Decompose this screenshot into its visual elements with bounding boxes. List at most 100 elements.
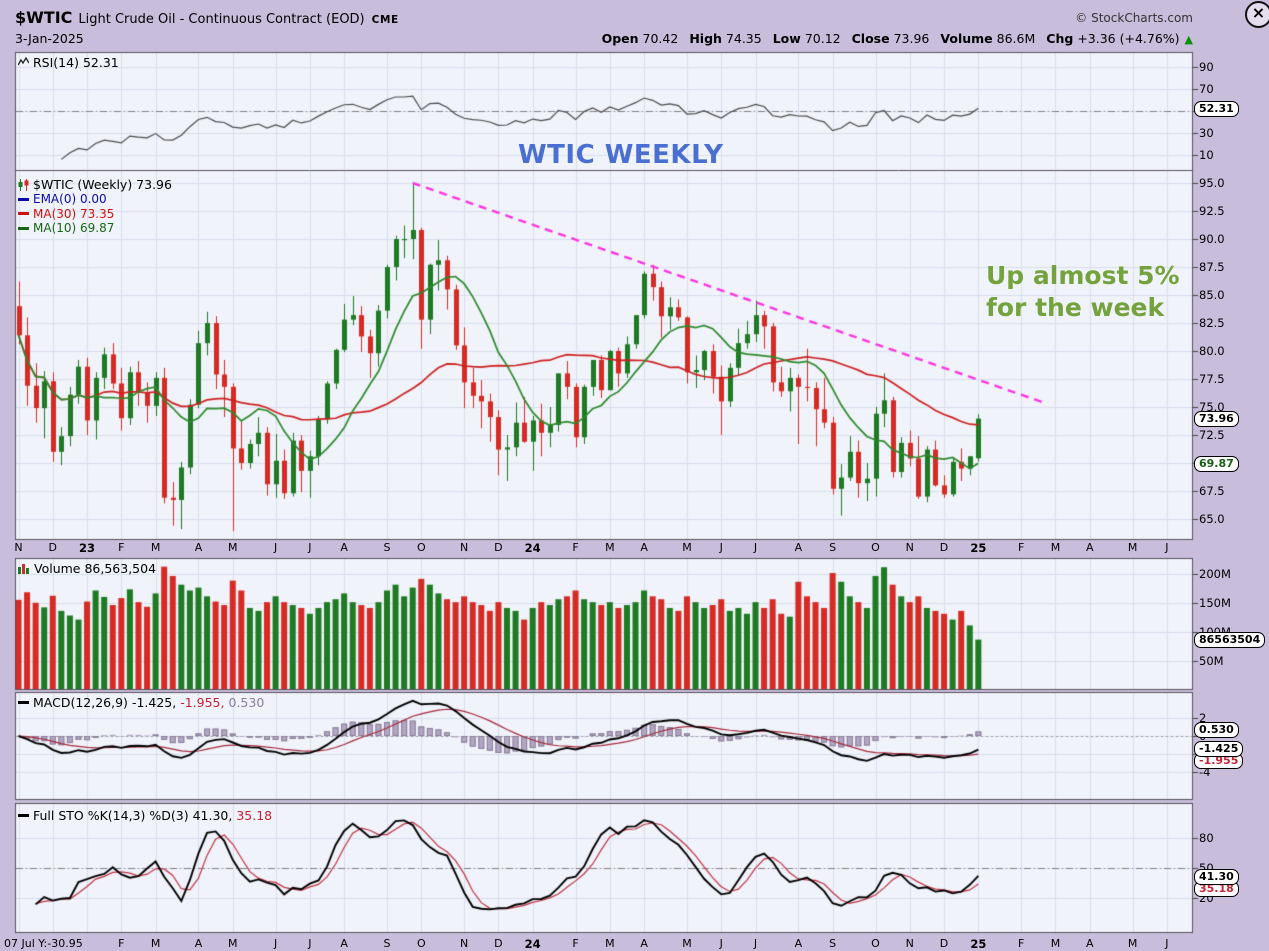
axis-tick-label: 80.0 — [1199, 344, 1225, 358]
ohlc-quote-row: Open 70.42 High 74.35 Low 70.12 Close 73.96 Volu… — [591, 31, 1193, 46]
price-legend-item: MA(30) 73.35 — [18, 207, 114, 222]
macd-label-row: MACD(12,26,9) -1.425, -1.955, 0.530 — [18, 695, 264, 710]
axis-tick-label: 82.5 — [1199, 316, 1225, 330]
sto-label: Full STO %K(14,3) %D(3) — [33, 808, 189, 823]
chart-date: 3-Jan-2025 — [15, 31, 84, 46]
x-axis-label: N — [460, 937, 469, 950]
sto-k-value: 41.30, — [192, 808, 233, 823]
macd-label: MACD(12,26,9) — [33, 695, 128, 710]
line-swatch-icon — [18, 212, 29, 216]
x-axis-label: 25 — [970, 937, 987, 951]
line-swatch-icon — [18, 226, 29, 230]
axis-tick-label: 72.5 — [1199, 428, 1225, 442]
x-axis-label: J — [273, 937, 278, 950]
x-axis-label: A — [794, 541, 803, 554]
change-up-triangle-icon: ▲ — [1184, 33, 1193, 46]
axis-tick-label: 90.0 — [1199, 232, 1225, 246]
quote-label: High — [689, 31, 722, 46]
x-axis-label: A — [194, 937, 203, 950]
x-axis-label: O — [871, 937, 880, 950]
x-axis-label: S — [829, 937, 837, 950]
x-axis-label: O — [416, 541, 426, 554]
x-axis-label: J — [753, 541, 758, 554]
quote-label: Chg — [1046, 31, 1074, 46]
line-swatch-icon — [18, 197, 29, 201]
x-axis-label: A — [640, 541, 648, 554]
macd-value-box: -1.425 — [1194, 741, 1244, 757]
quote-value: 70.42 — [642, 31, 679, 46]
axis-tick-label: 85.0 — [1199, 288, 1225, 302]
axis-tick-label: 77.5 — [1199, 372, 1225, 386]
x-axis-label: S — [829, 541, 837, 554]
x-axis-label: A — [194, 541, 203, 554]
rsi-value-box: 52.31 — [1194, 101, 1239, 117]
x-axis-label: J — [1165, 937, 1169, 950]
x-axis-label: M — [605, 541, 615, 554]
quote-label: Close — [851, 31, 890, 46]
copyright: © StockCharts.com — [1075, 11, 1193, 25]
macd-hist-box: 0.530 — [1194, 722, 1239, 738]
x-axis-label: J — [308, 937, 312, 950]
x-axis-label: A — [1085, 541, 1094, 554]
x-axis-label: M — [682, 937, 692, 950]
x-axis-label: M — [1050, 541, 1061, 554]
quote-label: Open — [601, 31, 639, 46]
macd-signal-value: -1.955, — [180, 695, 225, 710]
x-axis-label: N — [905, 937, 914, 950]
crosshair-readout: 07 Jul Y:-30.95 — [4, 937, 83, 950]
price-label: $WTIC (Weekly) 73.96 — [33, 177, 172, 192]
x-axis-label: M — [1127, 937, 1138, 950]
close-button[interactable]: × — [1245, 1, 1269, 28]
x-axis-label: 24 — [524, 541, 541, 555]
x-axis-label: D — [494, 937, 503, 950]
x-axis-label: J — [753, 937, 758, 950]
axis-tick-label: 95.0 — [1199, 176, 1225, 190]
x-axis-label: F — [1018, 541, 1025, 554]
x-axis-label: S — [383, 937, 391, 950]
rsi-chart-icon — [18, 57, 29, 66]
exchange-label: CME — [371, 14, 399, 26]
quote-value: 74.35 — [725, 31, 762, 46]
x-axis-label: D — [939, 541, 949, 554]
x-axis-label: A — [640, 937, 648, 950]
annotation-line-1: Up almost 5% — [986, 261, 1180, 290]
sto-label-row: Full STO %K(14,3) %D(3) 41.30, 35.18 — [18, 808, 272, 823]
rsi-label: RSI(14) 52.31 — [33, 55, 119, 70]
x-axis-label: S — [383, 541, 391, 554]
x-axis-label: D — [939, 937, 949, 950]
x-axis-label: M — [682, 541, 692, 554]
volume-bars-icon — [18, 564, 29, 574]
x-axis-label: F — [572, 937, 579, 950]
axis-tick-label: 200M — [1199, 566, 1231, 581]
x-axis-label: F — [1018, 937, 1025, 950]
axis-tick-label: -4 — [1199, 765, 1211, 779]
x-axis-label: M — [150, 541, 161, 554]
x-axis-label: O — [871, 541, 880, 554]
sto-line-icon — [18, 814, 29, 817]
axis-tick-label: 90 — [1199, 60, 1214, 74]
rsi-label-row: RSI(14) 52.31 — [18, 55, 119, 70]
price-legend-item: EMA(0) 0.00 — [18, 192, 114, 207]
x-axis-label: M — [228, 541, 238, 554]
sto-k-box: 41.30 — [1194, 869, 1239, 885]
annotation-up-almost-5pct: Up almost 5% for the week — [986, 260, 1180, 324]
sto-d-box: 35.18 — [1194, 881, 1239, 897]
x-axis-label: D — [494, 541, 503, 554]
sto-d-value: 35.18 — [236, 808, 273, 823]
x-axis-label: O — [416, 937, 426, 950]
x-axis-label: M — [605, 937, 615, 950]
axis-tick-label: 70 — [1199, 82, 1214, 96]
x-axis-label: A — [794, 937, 803, 950]
symbol: $WTIC — [15, 8, 73, 27]
macd-line-icon — [18, 701, 29, 704]
x-axis-label: 25 — [970, 541, 987, 555]
candlestick-icon — [18, 178, 29, 191]
x-axis-label: M — [150, 937, 161, 950]
axis-tick-label: 80 — [1199, 831, 1214, 845]
quote-value: 70.12 — [804, 31, 841, 46]
macd-value: -1.425, — [131, 695, 177, 710]
x-axis-label: M — [228, 937, 238, 950]
x-axis-label: J — [719, 541, 723, 554]
x-axis-label: J — [308, 541, 312, 554]
axis-tick-label: 65.0 — [1199, 512, 1225, 526]
